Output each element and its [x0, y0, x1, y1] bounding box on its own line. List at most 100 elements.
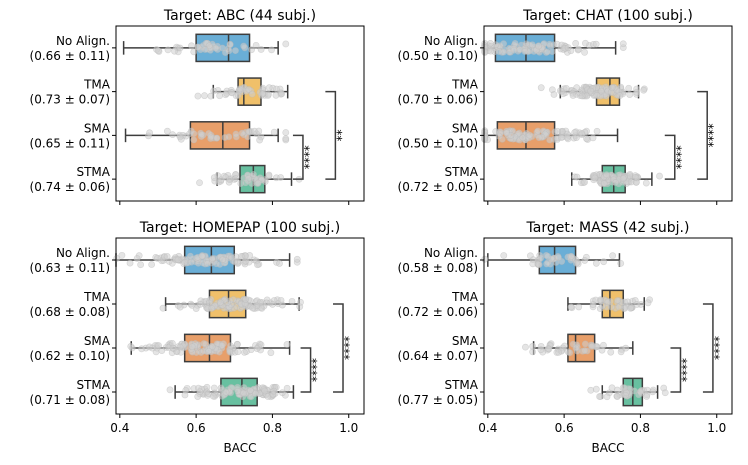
data-point: [581, 347, 589, 355]
data-point: [153, 254, 161, 262]
data-point: [293, 255, 301, 263]
data-point: [242, 257, 250, 265]
data-point: [562, 85, 570, 92]
data-point: [248, 46, 255, 54]
box-stma: [166, 377, 295, 407]
data-point: [181, 259, 189, 266]
data-point: [186, 252, 194, 260]
data-point: [656, 172, 663, 180]
box-stma: [587, 377, 669, 407]
data-point: [500, 40, 508, 48]
ytick-label: No Align.: [424, 246, 478, 260]
points: [571, 171, 663, 188]
data-point: [250, 171, 257, 178]
data-point: [198, 131, 205, 138]
data-point: [267, 349, 275, 357]
data-point: [529, 348, 537, 356]
data-point: [640, 86, 648, 94]
significance-bracket: ****: [333, 303, 356, 393]
data-point: [597, 296, 604, 304]
data-point: [234, 91, 242, 99]
ytick-label: TMA: [451, 290, 479, 304]
points: [166, 383, 291, 401]
data-point: [198, 252, 206, 260]
data-point: [661, 389, 669, 397]
data-point: [187, 258, 195, 266]
data-point: [591, 174, 599, 182]
plot-frame: [483, 237, 733, 415]
ytick-stat: (0.58 ± 0.08): [398, 261, 478, 275]
ytick-stat: (0.66 ± 0.11): [30, 49, 110, 63]
data-point: [234, 388, 242, 395]
data-point: [481, 135, 489, 142]
ytick-label: TMA: [451, 78, 479, 92]
data-point: [519, 134, 527, 142]
box-no-align-: [481, 33, 627, 63]
bracket-line: [333, 303, 344, 393]
box-sma: [522, 333, 634, 363]
ytick-stat: (0.77 ± 0.05): [398, 393, 478, 407]
xtick-label: 0.8: [263, 421, 282, 435]
ytick-label: SMA: [84, 334, 111, 348]
plot-frame: [483, 25, 733, 202]
ytick-label: SMA: [452, 334, 479, 348]
data-point: [555, 254, 562, 261]
data-point: [617, 259, 625, 267]
data-point: [607, 303, 615, 311]
data-point: [159, 304, 167, 312]
data-point: [563, 134, 571, 141]
box-stma: [196, 164, 303, 194]
data-point: [261, 387, 269, 395]
points: [481, 251, 625, 268]
data-point: [487, 47, 494, 55]
significance-bracket: ****: [300, 347, 324, 393]
data-point: [649, 388, 657, 396]
data-point: [608, 384, 616, 392]
points: [194, 83, 286, 100]
data-point: [537, 254, 545, 262]
data-point: [481, 255, 489, 263]
significance-label: ****: [310, 358, 324, 382]
data-point: [561, 342, 568, 350]
box-stma: [571, 164, 663, 194]
ytick-stat: (0.63 ± 0.11): [30, 261, 110, 275]
data-point: [621, 304, 629, 312]
bracket-line: [664, 134, 676, 180]
data-point: [270, 387, 278, 395]
data-point: [608, 84, 616, 92]
data-point: [268, 46, 275, 54]
data-point: [212, 44, 220, 52]
data-point: [205, 347, 213, 355]
data-point: [201, 92, 208, 100]
ytick-stat: (0.68 ± 0.08): [30, 305, 110, 319]
ytick-label: STMA: [444, 165, 478, 179]
data-point: [522, 40, 530, 48]
data-point: [526, 131, 534, 139]
data-point: [600, 258, 608, 266]
data-point: [581, 39, 589, 47]
data-point: [581, 178, 588, 186]
ytick-label: No Align.: [424, 34, 478, 48]
xtick-label: 0.4: [110, 421, 129, 435]
significance-label: ****: [679, 358, 693, 382]
box-tma: [159, 289, 304, 319]
data-point: [146, 129, 153, 137]
data-point: [218, 342, 226, 349]
data-point: [169, 344, 177, 352]
data-point: [207, 92, 215, 100]
bracket-line: [300, 347, 312, 393]
points: [537, 83, 648, 100]
chart-title: Target: CHAT (100 subj.): [522, 8, 693, 24]
data-point: [589, 134, 597, 142]
data-point: [248, 90, 256, 98]
ytick-label: TMA: [83, 290, 111, 304]
data-point: [278, 90, 286, 98]
data-point: [550, 91, 558, 98]
data-point: [245, 86, 253, 93]
subplot-3: Target: MASS (42 subj.) No Align.(0.58 ± …: [398, 220, 733, 455]
data-point: [113, 254, 121, 262]
data-point: [543, 260, 551, 268]
significance-label: **: [334, 129, 348, 141]
data-point: [265, 90, 272, 98]
data-point: [546, 136, 554, 144]
